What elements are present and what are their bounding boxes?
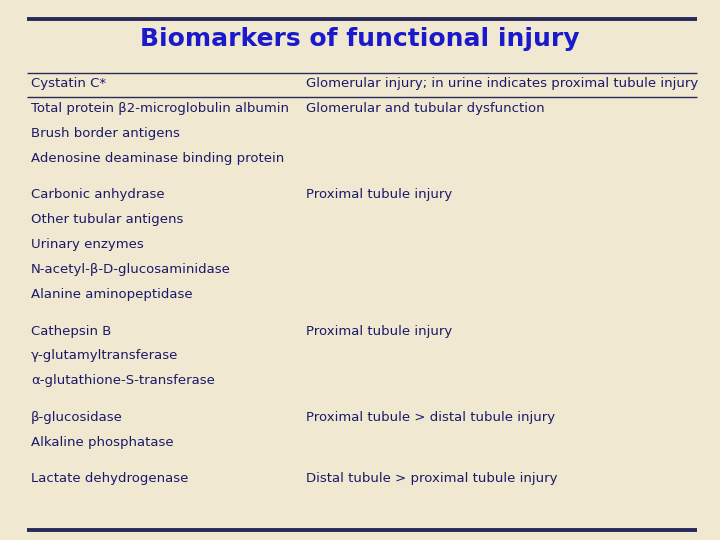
Text: Total protein β2-microglobulin albumin: Total protein β2-microglobulin albumin xyxy=(31,102,289,115)
Text: Cathepsin B: Cathepsin B xyxy=(31,325,112,338)
Text: γ-glutamyltransferase: γ-glutamyltransferase xyxy=(31,349,179,362)
Text: Other tubular antigens: Other tubular antigens xyxy=(31,213,184,226)
Text: Alanine aminopeptidase: Alanine aminopeptidase xyxy=(31,288,192,301)
Text: Alkaline phosphatase: Alkaline phosphatase xyxy=(31,436,174,449)
Text: α-glutathione-S-transferase: α-glutathione-S-transferase xyxy=(31,374,215,387)
Text: N-acetyl-β-D-glucosaminidase: N-acetyl-β-D-glucosaminidase xyxy=(31,263,231,276)
Text: Cystatin C*: Cystatin C* xyxy=(31,77,106,90)
Text: Distal tubule > proximal tubule injury: Distal tubule > proximal tubule injury xyxy=(306,472,557,485)
Text: Brush border antigens: Brush border antigens xyxy=(31,127,180,140)
Text: Lactate dehydrogenase: Lactate dehydrogenase xyxy=(31,472,189,485)
Text: Proximal tubule injury: Proximal tubule injury xyxy=(306,188,452,201)
Text: Glomerular and tubular dysfunction: Glomerular and tubular dysfunction xyxy=(306,102,544,115)
Text: Carbonic anhydrase: Carbonic anhydrase xyxy=(31,188,165,201)
Text: Glomerular injury; in urine indicates proximal tubule injury: Glomerular injury; in urine indicates pr… xyxy=(306,77,698,90)
Text: Biomarkers of functional injury: Biomarkers of functional injury xyxy=(140,27,580,51)
Text: Proximal tubule injury: Proximal tubule injury xyxy=(306,325,452,338)
Text: Proximal tubule > distal tubule injury: Proximal tubule > distal tubule injury xyxy=(306,411,555,424)
Text: β-glucosidase: β-glucosidase xyxy=(31,411,123,424)
Text: Urinary enzymes: Urinary enzymes xyxy=(31,238,144,251)
Text: Adenosine deaminase binding protein: Adenosine deaminase binding protein xyxy=(31,152,284,165)
